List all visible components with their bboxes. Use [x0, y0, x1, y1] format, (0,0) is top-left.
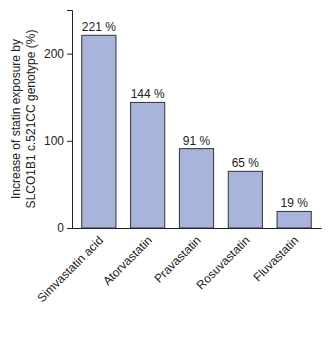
y-axis-title: Increase of statin exposure bySLCO1B1 c.…	[9, 30, 38, 209]
x-tick: Simvastatin acid	[34, 228, 106, 305]
y-axis-title-line: Increase of statin exposure by	[9, 39, 23, 199]
y-tick-label: 0	[57, 221, 64, 235]
data-labels: 221 % 144 % 91 % 65 % 19 %	[82, 20, 308, 210]
x-tick: Rosuvastatin	[194, 228, 253, 292]
x-tick: Atorvastatin	[100, 228, 155, 288]
y-tick-mark	[67, 141, 72, 142]
data-label: 91 %	[183, 134, 211, 148]
y-tick: 0	[57, 221, 72, 235]
bar	[228, 171, 262, 228]
x-tick-label: Rosuvastatin	[194, 233, 253, 292]
x-tick-label: Fluvastatin	[250, 233, 301, 284]
x-tick-label: Simvastatin acid	[34, 233, 106, 305]
data-label: 144 %	[131, 87, 165, 101]
x-tick-label: Atorvastatin	[100, 233, 155, 288]
y-axis-line	[67, 11, 73, 229]
y-tick-mark	[67, 54, 72, 55]
y-tick-mark	[67, 228, 72, 229]
y-tick-label: 100	[44, 134, 64, 148]
bar	[131, 102, 165, 228]
data-label: 221 %	[82, 20, 116, 34]
bar	[82, 35, 116, 228]
bar	[277, 211, 311, 228]
y-tick: 100	[44, 134, 72, 148]
data-label: 65 %	[232, 156, 260, 170]
y-axis-title-line: SLCO1B1 c.521CC genotype (%)	[24, 30, 38, 209]
x-axis: Simvastatin acidAtorvastatinPravastatinR…	[34, 228, 321, 305]
x-tick: Pravastatin	[151, 228, 203, 286]
x-tick-label: Pravastatin	[151, 233, 203, 285]
x-axis-line	[73, 228, 322, 229]
bar	[179, 149, 213, 228]
y-tick-label: 200	[44, 47, 64, 61]
plot: 0 100 200 Simvastatin acidAtorvastatinPrava…	[34, 11, 321, 305]
data-label: 19 %	[280, 196, 308, 210]
y-axis: 0 100 200	[44, 11, 73, 236]
chart: 0 100 200 Simvastatin acidAtorvastatinPrava…	[0, 0, 329, 350]
x-tick: Fluvastatin	[250, 228, 301, 284]
bars	[82, 35, 311, 228]
y-tick: 200	[44, 47, 72, 61]
